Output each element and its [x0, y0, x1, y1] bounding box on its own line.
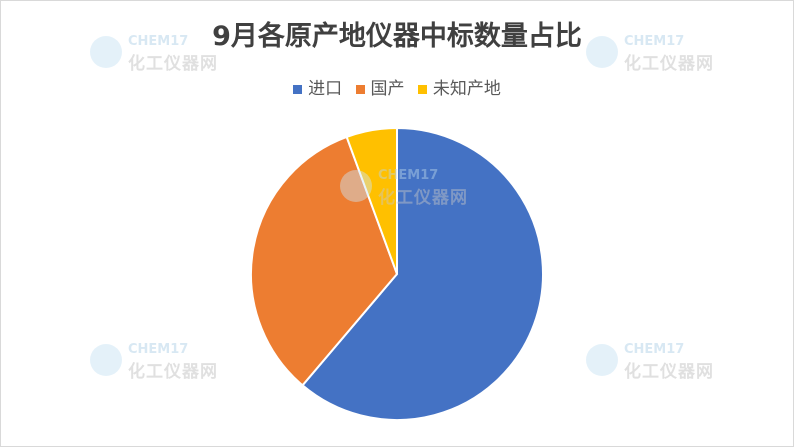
legend-item: 进口 [293, 74, 342, 99]
watermark: CHEM17 化工仪器网 [340, 168, 468, 208]
pie-slice-进口 [301, 126, 544, 421]
pie-slice-国产 [250, 135, 399, 387]
watermark: CHEM17 化工仪器网 [586, 34, 714, 74]
watermark: CHEM17 化工仪器网 [586, 342, 714, 382]
legend-swatch [293, 84, 303, 94]
legend-swatch [417, 84, 427, 94]
watermark: CHEM17 化工仪器网 [90, 34, 218, 74]
watermark-logo-icon [586, 344, 618, 376]
chart-title: 9月各原产地仪器中标数量占比 [212, 21, 582, 52]
pie-slice-未知产地 [345, 126, 398, 275]
watermark-logo-icon [340, 170, 372, 202]
watermark: CHEM17 化工仪器网 [90, 342, 218, 382]
legend: 进口 国产 未知产地 [0, 74, 794, 99]
legend-item: 国产 [355, 74, 405, 99]
legend-swatch [355, 84, 365, 94]
watermark-logo-icon [586, 36, 618, 68]
legend-item: 未知产地 [417, 74, 501, 99]
watermark-logo-icon [90, 36, 122, 68]
watermark-logo-icon [90, 344, 122, 376]
